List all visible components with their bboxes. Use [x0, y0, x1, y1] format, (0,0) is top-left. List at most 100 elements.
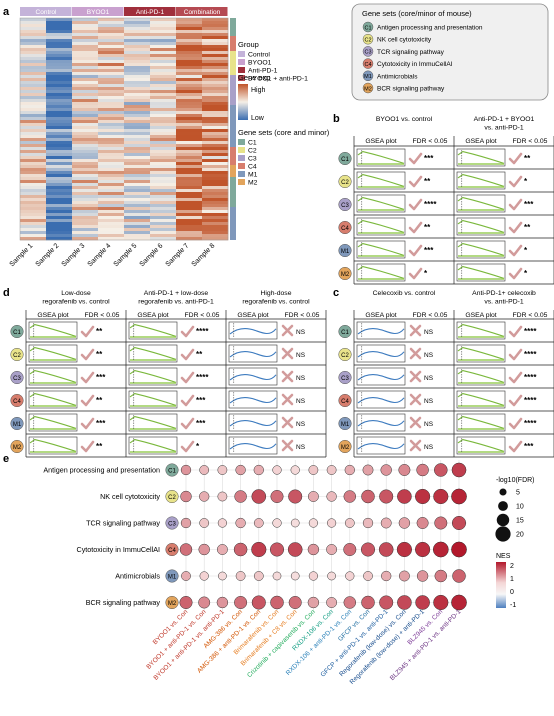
- gsea-plot-frame: [228, 344, 278, 363]
- heatmap-cell: [98, 51, 125, 55]
- check-icon: [408, 244, 423, 257]
- heatmap-cell: [46, 81, 73, 85]
- heatmap-cell: [72, 159, 99, 163]
- heatmap-cell: [176, 135, 203, 139]
- comparison-title: regorafenib vs. control: [42, 299, 110, 306]
- heatmap-cell: [150, 216, 177, 220]
- gsea-curve: [229, 328, 277, 335]
- heatmap-cell: [72, 210, 99, 214]
- heatmap-cell: [72, 204, 99, 208]
- heatmap-cell: [72, 87, 99, 91]
- gene-set-badge-code: C2: [13, 353, 21, 359]
- heatmap-cell: [176, 159, 203, 163]
- heatmap-cell: [150, 51, 177, 55]
- dot: [233, 542, 248, 557]
- heatmap-cell: [150, 153, 177, 157]
- check-icon: [180, 417, 195, 430]
- heatmap-cell: [20, 189, 47, 193]
- heatmap-cell: [72, 108, 99, 112]
- dot: [397, 595, 412, 610]
- gene-set-badge: [362, 58, 374, 69]
- dot: [379, 489, 394, 504]
- column-header-fdr: FDR < 0.05: [285, 312, 320, 319]
- heatmap-cell: [124, 72, 151, 76]
- comparison-title: Celecoxib vs. control: [373, 290, 436, 297]
- heatmap-cell: [72, 216, 99, 220]
- gsea-plot-frame: [356, 344, 406, 363]
- legend-swatch: [238, 155, 245, 161]
- heatmap-cell: [20, 120, 47, 124]
- heatmap-cell: [124, 99, 151, 103]
- gene-set-name: NK cell cytotoxicity: [377, 37, 432, 44]
- legend-size-dot: [496, 513, 510, 527]
- heatmap-cell: [72, 81, 99, 85]
- heatmap-cell: [20, 135, 47, 139]
- dot: [451, 594, 467, 611]
- significance-stars: **: [96, 327, 103, 336]
- heatmap-cell: [20, 168, 47, 172]
- heatmap-cell: [124, 174, 151, 178]
- legend-swatch: [238, 147, 245, 153]
- heatmap-cell: [20, 96, 47, 100]
- heatmap-cell: [176, 234, 203, 238]
- cross-icon: [281, 416, 294, 429]
- column-label: GFCP + anti-PD-1 vs. anti-PD-1: [319, 608, 389, 678]
- heatmap-cell: [98, 180, 125, 184]
- heatmap-cell: [72, 45, 99, 49]
- dot: [433, 488, 449, 505]
- dot: [288, 596, 302, 609]
- significance-stars: **: [96, 350, 103, 359]
- heatmap-cell: [202, 186, 229, 190]
- heatmap-cell: [98, 135, 125, 139]
- gene-set-badge: [338, 347, 352, 362]
- heatmap-cell: [98, 57, 125, 61]
- gene-set-badge-code: C3: [364, 50, 371, 56]
- heatmap-cell: [202, 171, 229, 175]
- dot: [179, 543, 193, 556]
- heatmap-cell: [202, 84, 229, 88]
- heatmap-cell: [72, 201, 99, 205]
- heatmap-cell: [20, 45, 47, 49]
- heatmap-cell: [46, 42, 73, 46]
- heatmap-cell: [176, 111, 203, 115]
- heatmap-cell: [176, 189, 203, 193]
- significance-stars: *: [524, 269, 528, 278]
- heatmap-cell: [124, 36, 151, 40]
- heatmap-cell: [20, 90, 47, 94]
- heatmap-cell: [124, 33, 151, 37]
- heatmap-cell: [46, 237, 73, 241]
- heatmap-cell: [150, 114, 177, 118]
- ns-label: NS: [424, 421, 434, 428]
- heatmap-cell: [46, 141, 73, 145]
- heatmap-cell: [46, 75, 73, 79]
- gene-set-badge: [338, 220, 352, 235]
- heatmap-cell: [176, 96, 203, 100]
- heatmap-cell: [98, 63, 125, 67]
- heatmap-cell: [20, 147, 47, 151]
- heatmap-cell: [98, 75, 125, 79]
- gsea-curve: [457, 369, 505, 383]
- heatmap-cell: [202, 228, 229, 232]
- heatmap-cell: [176, 42, 203, 46]
- comparison-title: Anti-PD-1 + low-dose: [144, 290, 209, 297]
- heatmap-cell: [202, 156, 229, 160]
- comparison-title: vs. anti-PD-1: [484, 125, 524, 132]
- dotplot-grid: [178, 460, 467, 613]
- dot: [308, 518, 319, 528]
- heatmap-cell: [98, 27, 125, 31]
- heatmap-cell: [202, 45, 229, 49]
- heatmap-cell: [150, 186, 177, 190]
- ns-label: NS: [296, 421, 306, 428]
- heatmap-cell: [176, 225, 203, 229]
- gsea-curve: [29, 369, 77, 383]
- heatmap-cell: [46, 69, 73, 73]
- heatmap-cell: [20, 165, 47, 169]
- heatmap-cell: [176, 90, 203, 94]
- gsea-curve: [357, 397, 405, 404]
- heatmap-cell: [176, 183, 203, 187]
- heatmap-cell: [72, 198, 99, 202]
- heatmap-cell: [46, 78, 73, 82]
- gene-set-badge-code: C3: [341, 376, 349, 382]
- heatmap-cell: [176, 78, 203, 82]
- heatmap-cell: [202, 93, 229, 97]
